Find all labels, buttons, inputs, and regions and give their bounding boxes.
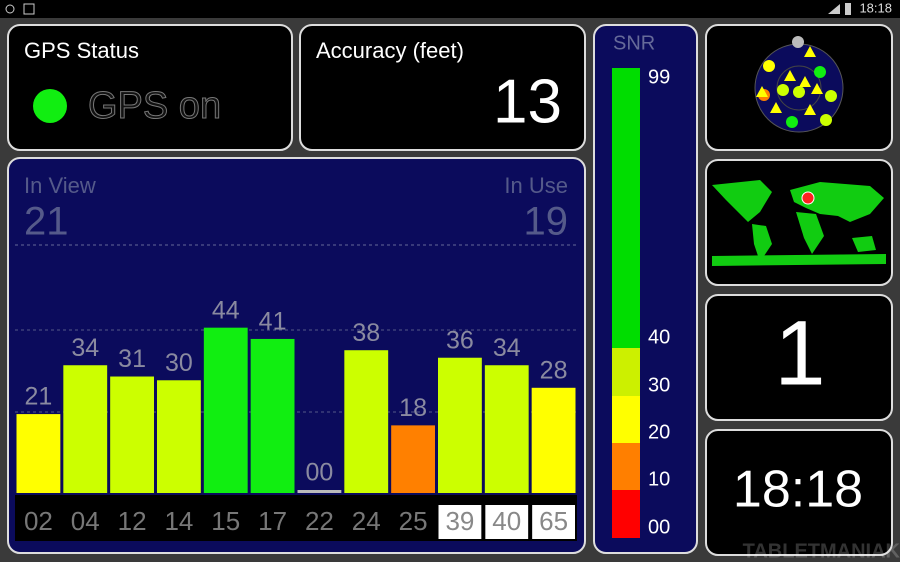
gps-status-title: GPS Status: [24, 38, 139, 63]
prn-label: 22: [305, 506, 334, 536]
prn-label: 65: [539, 506, 568, 536]
accuracy-panel: [299, 24, 586, 151]
unused-box: [485, 505, 529, 539]
snr-label: 30: [648, 374, 670, 396]
bar: [250, 338, 295, 493]
gps-status-panel: [7, 24, 293, 151]
snr-top-label: 99: [648, 66, 670, 88]
prn-label: 40: [492, 506, 521, 536]
clock: 18:18: [733, 461, 863, 519]
bar: [531, 387, 576, 493]
prn-label: 15: [211, 506, 240, 536]
world-map: [712, 180, 886, 266]
prn-label: 17: [258, 506, 287, 536]
snr-panel: [593, 24, 698, 554]
snr-segment: [612, 348, 640, 396]
bar: [297, 490, 342, 493]
accuracy-value: 13: [493, 67, 562, 136]
bar: [157, 380, 201, 493]
battery-icon: [845, 3, 851, 15]
snr-label: 40: [648, 326, 670, 348]
in-use-value: 19: [524, 200, 569, 244]
watermark: TABLETMANIAK: [743, 540, 900, 562]
clock-panel: [705, 429, 893, 556]
status-icon: [5, 4, 15, 14]
prn-label: 39: [445, 506, 474, 536]
prn-label: 02: [24, 506, 53, 536]
accuracy-title: Accuracy (feet): [316, 38, 464, 63]
bar: [16, 414, 61, 493]
snr-segment: [612, 490, 640, 538]
in-view-label: In View: [24, 173, 96, 198]
bar: [484, 365, 529, 493]
gps-status-text: GPS on: [88, 85, 221, 127]
bar: [344, 350, 389, 493]
bar: [110, 376, 154, 493]
snr-label: 20: [648, 421, 670, 443]
sky-satellites: [756, 36, 837, 128]
map-panel: [705, 159, 893, 286]
prn-row: [15, 495, 577, 541]
value-label: 41: [259, 308, 287, 336]
value-label: 21: [25, 383, 53, 411]
value-label: 31: [118, 345, 146, 373]
sky-ring: [776, 65, 822, 111]
value-label: 30: [165, 349, 193, 377]
prn-label: 04: [71, 506, 100, 536]
bar: [203, 327, 248, 493]
snr-label: 00: [648, 516, 670, 538]
value-label: 38: [352, 319, 380, 347]
snr-label: 10: [648, 468, 670, 490]
snr-segment: [612, 396, 640, 443]
value-label: 18: [399, 394, 427, 422]
value-label: 28: [540, 356, 568, 384]
value-label: 44: [212, 296, 240, 324]
bar: [391, 425, 435, 493]
in-view-value: 21: [24, 200, 69, 244]
status-time: 18:18: [859, 0, 892, 15]
fix-count: 1: [774, 302, 825, 404]
prn-label: 25: [399, 506, 428, 536]
value-label: 34: [493, 334, 521, 362]
location-marker: [801, 191, 815, 205]
value-label: 36: [446, 326, 474, 354]
snr-title: SNR: [613, 32, 655, 54]
value-label: 34: [71, 334, 99, 362]
bar: [438, 357, 482, 493]
prn-label: 12: [118, 506, 147, 536]
bar: [63, 365, 108, 493]
signal-icon: [828, 4, 840, 14]
prn-label: 14: [164, 506, 193, 536]
fix-panel: [705, 294, 893, 421]
unused-box: [438, 505, 482, 539]
value-label: 00: [306, 459, 334, 487]
unused-box: [532, 505, 575, 539]
in-use-label: In Use: [504, 173, 568, 198]
prn-label: 24: [352, 506, 381, 536]
gps-indicator: [33, 89, 67, 123]
snr-segment: [612, 443, 640, 490]
status-bar: [0, 0, 900, 18]
snr-segment: [612, 68, 640, 348]
status-icon: [23, 3, 35, 15]
